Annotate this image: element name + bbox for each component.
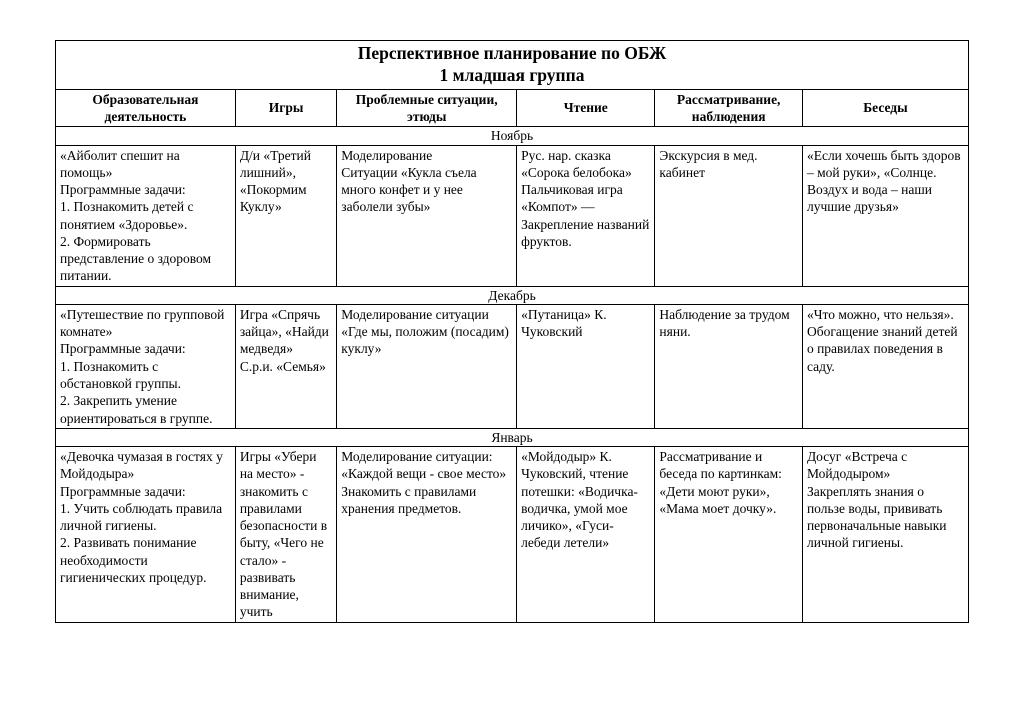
cell-activity: «Айболит спешит на помощь»Программные за… — [56, 145, 236, 286]
col-header-games: Игры — [235, 89, 336, 127]
month-label: Декабрь — [56, 286, 969, 304]
cell-reading: «Путаница» К. Чуковский — [517, 304, 655, 428]
col-header-observation: Рассматривание, наблюдения — [655, 89, 803, 127]
cell-situations: МоделированиеСитуации «Кукла съела много… — [337, 145, 517, 286]
document-title: Перспективное планирование по ОБЖ 1 млад… — [56, 41, 969, 90]
cell-observation: Рассматривание и беседа по картинкам: «Д… — [655, 447, 803, 623]
month-label: Ноябрь — [56, 127, 969, 145]
cell-situations: Моделирование ситуации «Где мы, положим … — [337, 304, 517, 428]
cell-talks: «Если хочешь быть здоров – мой руки», «С… — [802, 145, 968, 286]
month-row-december: Декабрь — [56, 286, 969, 304]
title-line-2: 1 младшая группа — [440, 65, 585, 85]
cell-games: Игры «Убери на место» - знакомить с прав… — [235, 447, 336, 623]
table-row: «Путешествие по групповой комнате»Програ… — [56, 304, 969, 428]
table-row: «Айболит спешит на помощь»Программные за… — [56, 145, 969, 286]
month-row-november: Ноябрь — [56, 127, 969, 145]
cell-reading: Рус. нар. сказка «Сорока белобока»Пальчи… — [517, 145, 655, 286]
cell-talks: Досуг «Встреча с Мойдодыром»Закреплять з… — [802, 447, 968, 623]
month-label: Январь — [56, 428, 969, 446]
title-row: Перспективное планирование по ОБЖ 1 млад… — [56, 41, 969, 90]
cell-observation: Экскурсия в мед. кабинет — [655, 145, 803, 286]
cell-games: Д/и «Третий лишний», «Покормим Куклу» — [235, 145, 336, 286]
col-header-activity: Образовательная деятельность — [56, 89, 236, 127]
cell-talks: «Что можно, что нельзя».Обогащение знани… — [802, 304, 968, 428]
title-line-1: Перспективное планирование по ОБЖ — [358, 43, 667, 63]
cell-reading: «Мойдодыр» К. Чуковский, чтение потешки:… — [517, 447, 655, 623]
table-body: Перспективное планирование по ОБЖ 1 млад… — [56, 41, 969, 623]
table-row: «Девочка чумазая в гостях у Мойдодыра»Пр… — [56, 447, 969, 623]
col-header-situations: Проблемные ситуации, этюды — [337, 89, 517, 127]
cell-activity: «Девочка чумазая в гостях у Мойдодыра»Пр… — [56, 447, 236, 623]
col-header-reading: Чтение — [517, 89, 655, 127]
header-row: Образовательная деятельность Игры Пробле… — [56, 89, 969, 127]
month-row-january: Январь — [56, 428, 969, 446]
cell-situations: Моделирование ситуации: «Каждой вещи - с… — [337, 447, 517, 623]
planning-table: Перспективное планирование по ОБЖ 1 млад… — [55, 40, 969, 623]
document-page: Перспективное планирование по ОБЖ 1 млад… — [0, 0, 1024, 725]
cell-games: Игра «Спрячь зайца», «Найди медведя»С.р.… — [235, 304, 336, 428]
col-header-talks: Беседы — [802, 89, 968, 127]
cell-observation: Наблюдение за трудом няни. — [655, 304, 803, 428]
cell-activity: «Путешествие по групповой комнате»Програ… — [56, 304, 236, 428]
